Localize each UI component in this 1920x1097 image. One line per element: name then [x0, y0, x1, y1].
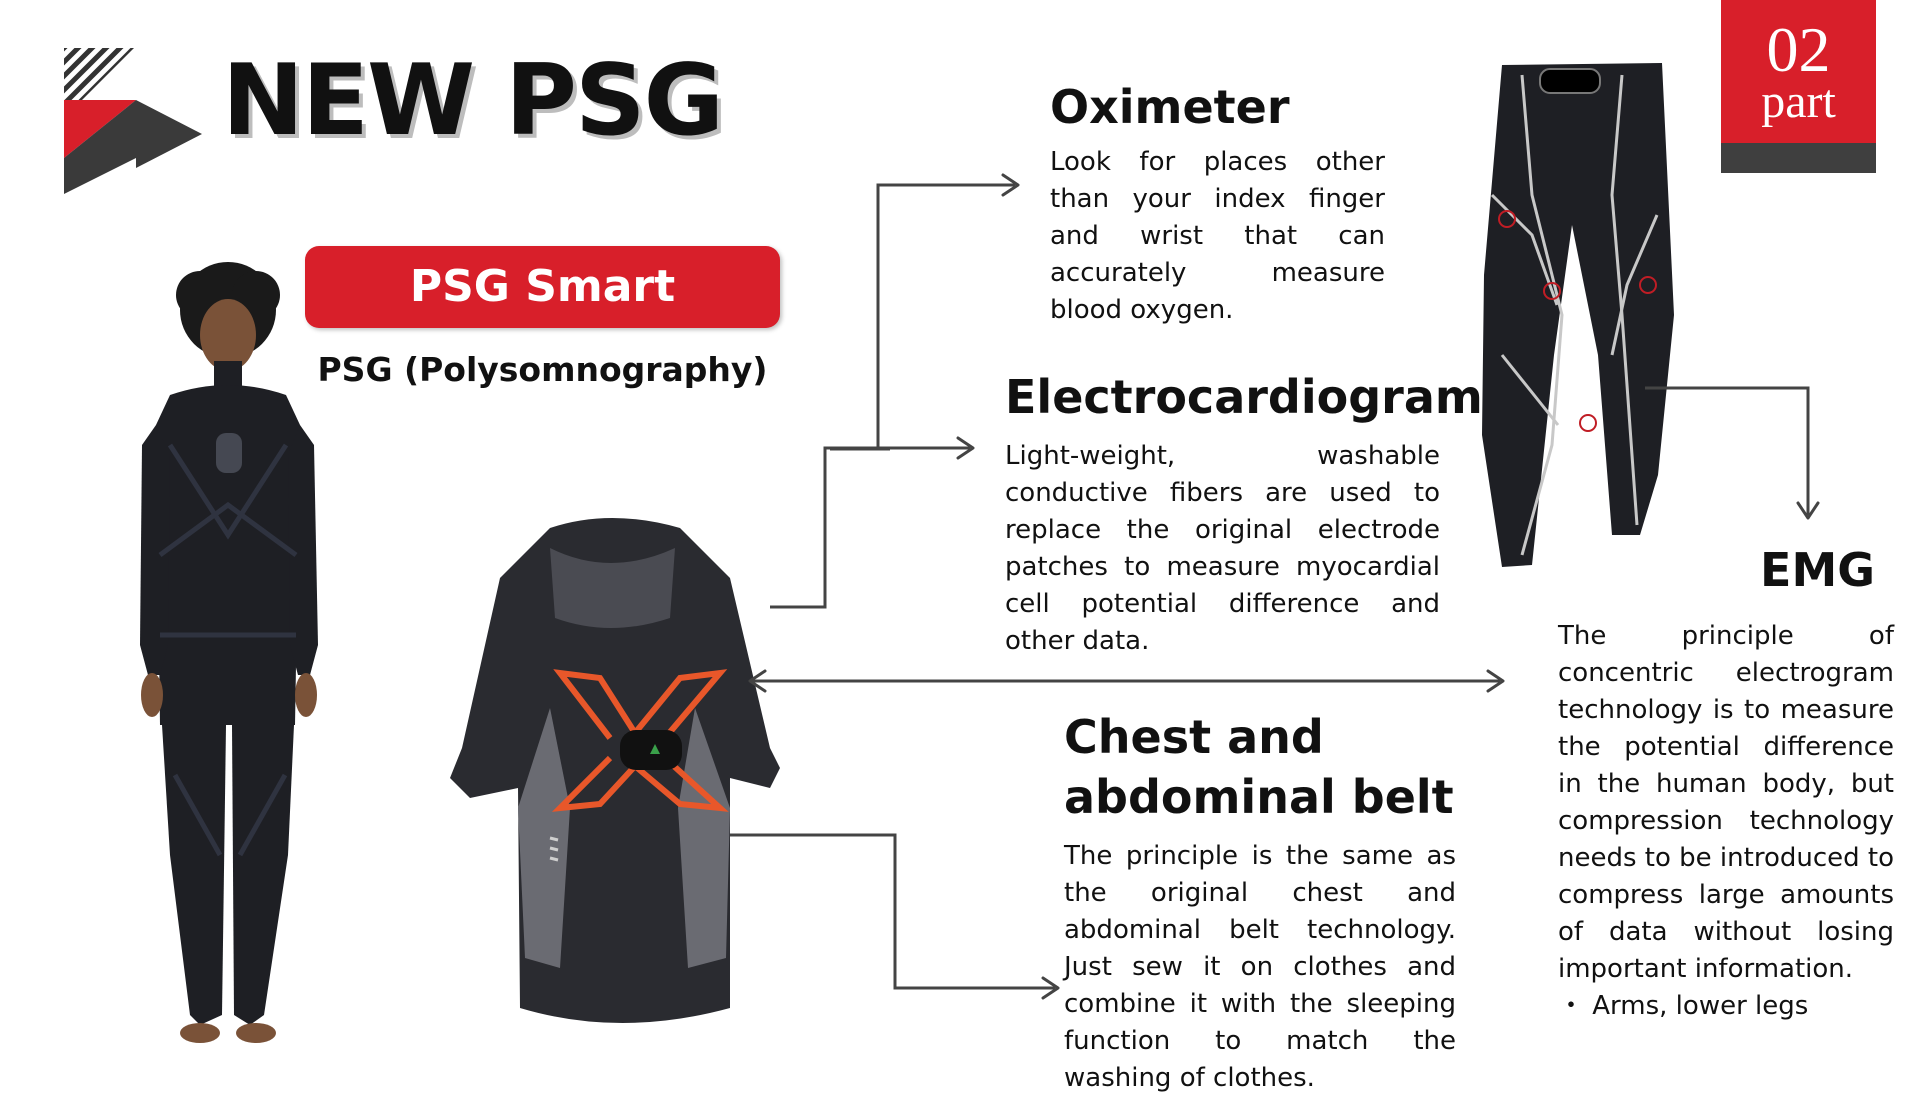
belt-title-line1: Chest and	[1064, 710, 1324, 764]
oximeter-title: Oximeter	[1050, 80, 1290, 134]
part-number: 02	[1766, 14, 1831, 85]
belt-text: The principle is the same as the origina…	[1064, 841, 1456, 1093]
smart-leggings-image	[1482, 63, 1674, 567]
page-title: NEW PSG	[222, 44, 724, 158]
smart-shirt-image	[450, 518, 780, 1023]
belt-title-line2: abdominal belt	[1064, 770, 1454, 824]
model-suit-image	[140, 262, 318, 1043]
logo-mark-icon	[64, 48, 202, 194]
part-label: part	[1761, 75, 1836, 128]
ecg-text: Light-weight, washable conductive fibers…	[1005, 441, 1440, 656]
part-badge: 02 part	[1721, 0, 1876, 173]
emg-text: The principle of concentric electrogram …	[1558, 621, 1894, 984]
product-name-badge: PSG Smart Clothing	[305, 246, 780, 394]
product-subtitle: PSG (Polysomnography)	[317, 350, 768, 389]
oximeter-text: Look for places other than your index fi…	[1050, 147, 1385, 325]
emg-title: EMG	[1760, 543, 1875, 597]
emg-bullet: ・ Arms, lower legs	[1558, 991, 1809, 1021]
ecg-title: Electrocardiogram	[1005, 370, 1483, 424]
